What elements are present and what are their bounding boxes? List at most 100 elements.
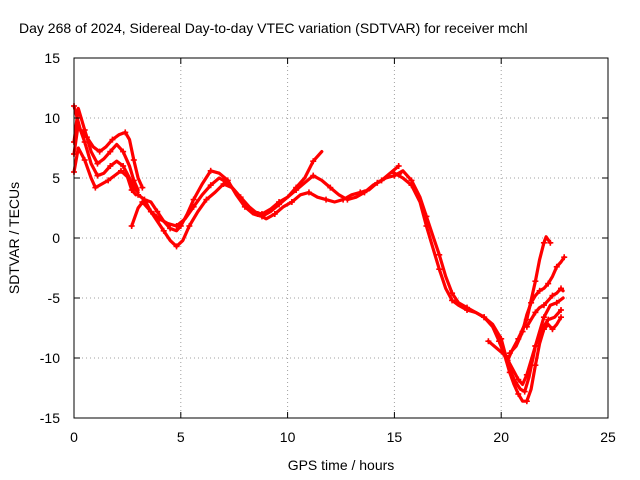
- data-point-marker: [107, 148, 114, 155]
- data-point-marker: [154, 208, 161, 215]
- data-point-marker: [323, 196, 330, 203]
- tick-layer: 0 5 10 15 20 25 -15 -10 -5 0 5 10 15: [40, 50, 616, 445]
- data-point-marker: [515, 376, 522, 383]
- data-point-marker: [558, 314, 565, 321]
- series-line-trace-7: [140, 164, 401, 228]
- data-point-marker: [523, 371, 530, 378]
- data-point-marker: [224, 179, 231, 186]
- data-point-marker: [361, 189, 368, 196]
- y-axis-label: SDTVAR / TECUs: [6, 182, 22, 294]
- data-point-marker: [167, 225, 174, 232]
- data-point-marker: [449, 290, 456, 297]
- data-point-marker: [94, 172, 101, 179]
- series-line-trace-1: [72, 146, 138, 197]
- data-point-marker: [293, 187, 300, 193]
- series-layer: [71, 103, 568, 405]
- y-tick-label: 15: [44, 50, 60, 66]
- data-point-marker: [549, 292, 556, 299]
- data-point-marker: [498, 335, 505, 342]
- data-point-marker: [540, 302, 547, 309]
- data-point-marker: [464, 304, 471, 311]
- series-line-trace-13: [525, 286, 565, 329]
- data-point-marker: [105, 177, 112, 184]
- data-point-marker: [81, 127, 88, 133]
- data-point-marker: [207, 167, 214, 174]
- data-point-marker: [276, 199, 283, 205]
- y-tick-label: 5: [52, 170, 60, 186]
- data-point-marker: [107, 163, 114, 169]
- data-point-marker: [120, 163, 127, 169]
- data-point-marker: [502, 352, 509, 359]
- data-point-marker: [532, 278, 539, 285]
- data-point-marker: [436, 251, 443, 258]
- y-tick-label: -5: [48, 290, 61, 306]
- data-point-marker: [190, 203, 197, 210]
- x-tick-label: 15: [387, 429, 403, 445]
- data-point-marker: [532, 309, 539, 316]
- data-point-marker: [130, 157, 137, 163]
- grid-layer: [74, 58, 608, 418]
- data-point-marker: [122, 129, 129, 136]
- data-point-marker: [395, 163, 402, 169]
- data-point-marker: [540, 239, 547, 246]
- data-point-marker: [481, 314, 488, 321]
- x-tick-label: 10: [280, 429, 296, 445]
- data-point-marker: [532, 362, 539, 369]
- data-point-marker: [436, 266, 443, 273]
- data-point-marker: [203, 196, 210, 203]
- series-line-trace-2: [72, 122, 140, 194]
- data-point-marker: [160, 227, 167, 234]
- data-point-marker: [130, 177, 137, 184]
- data-point-marker: [139, 199, 146, 205]
- data-point-marker: [120, 148, 127, 155]
- x-tick-label: 25: [600, 429, 616, 445]
- data-point-marker: [378, 177, 385, 184]
- data-point-marker: [523, 323, 530, 330]
- data-point-marker: [423, 213, 430, 220]
- data-point-marker: [391, 172, 398, 179]
- chart-title: Day 268 of 2024, Sidereal Day-to-day VTE…: [19, 20, 528, 36]
- data-point-marker: [327, 184, 334, 191]
- data-point-marker: [117, 167, 124, 174]
- data-point-marker: [523, 398, 530, 405]
- data-point-marker: [310, 172, 317, 179]
- data-point-marker: [408, 177, 415, 184]
- data-point-marker: [96, 148, 103, 155]
- data-point-marker: [449, 297, 456, 304]
- data-point-marker: [515, 335, 522, 342]
- data-point-marker: [173, 223, 180, 229]
- y-tick-label: -15: [40, 410, 60, 426]
- data-point-marker: [515, 391, 522, 397]
- x-tick-label: 20: [493, 429, 509, 445]
- data-point-marker: [485, 338, 492, 345]
- data-point-marker: [271, 211, 278, 217]
- data-point-marker: [94, 160, 101, 167]
- data-point-marker: [305, 189, 312, 196]
- data-point-marker: [523, 316, 530, 323]
- data-point-marker: [109, 136, 116, 143]
- data-point-marker: [545, 280, 552, 287]
- data-point-marker: [190, 196, 197, 203]
- y-tick-label: 0: [52, 230, 60, 246]
- data-point-marker: [561, 254, 568, 261]
- data-point-marker: [344, 196, 351, 203]
- data-point-marker: [128, 223, 135, 229]
- data-point-marker: [173, 243, 180, 250]
- data-point-marker: [258, 211, 265, 217]
- data-point-marker: [553, 299, 560, 306]
- data-point-marker: [549, 326, 556, 333]
- data-point-marker: [547, 239, 554, 246]
- y-tick-label: 10: [44, 110, 60, 126]
- y-tick-label: -10: [40, 350, 60, 366]
- data-point-marker: [83, 134, 90, 141]
- data-point-marker: [92, 184, 99, 191]
- data-point-marker: [135, 191, 142, 198]
- data-point-marker: [288, 199, 295, 205]
- data-point-marker: [156, 215, 163, 222]
- data-point-marker: [186, 223, 193, 229]
- data-point-marker: [553, 263, 560, 270]
- data-point-marker: [521, 388, 528, 395]
- series-line-trace-10: [486, 296, 565, 386]
